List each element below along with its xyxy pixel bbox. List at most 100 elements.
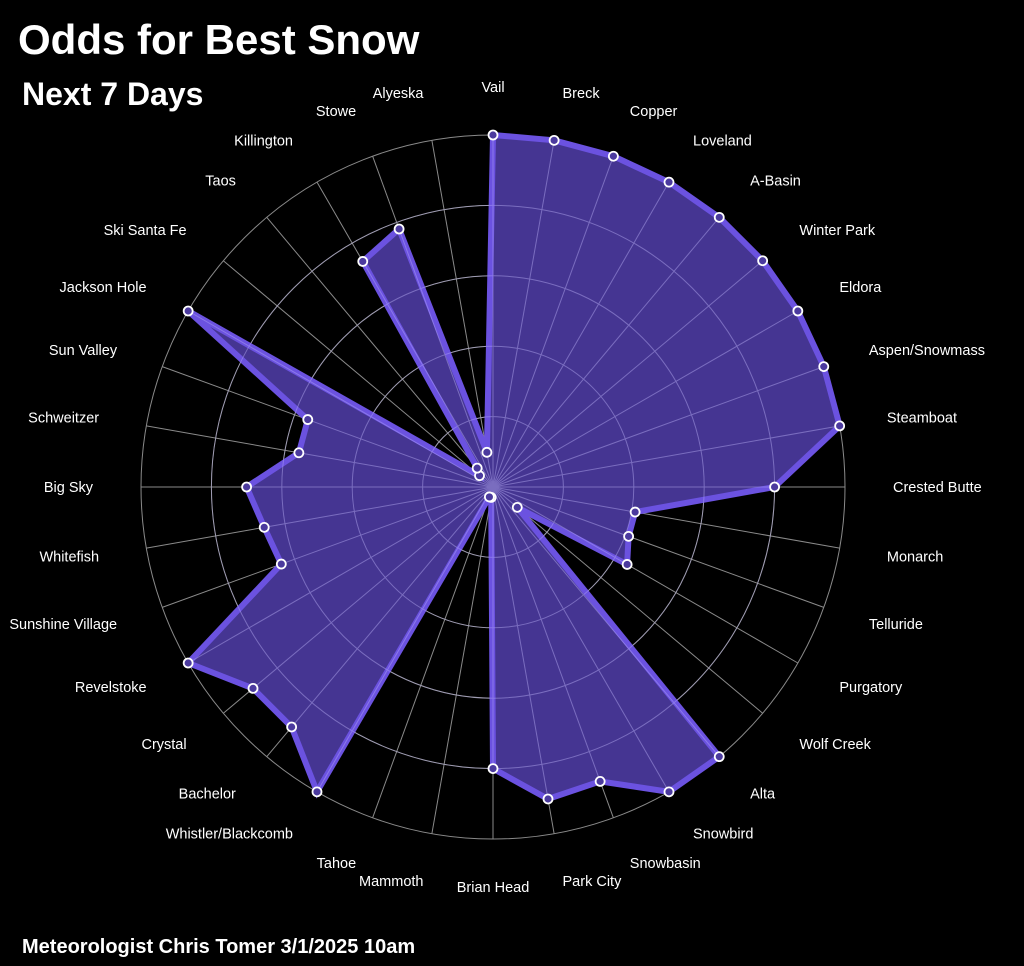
data-point-steamboat — [834, 420, 846, 432]
category-label: Bachelor — [179, 786, 236, 802]
radar-data — [182, 129, 846, 805]
grid-overlay-spoke — [492, 217, 720, 488]
data-point-aspen-snowmass — [818, 361, 830, 373]
grid-overlay-spoke — [492, 260, 763, 488]
grid-overlay-ring — [281, 275, 705, 699]
grid-overlay-spoke — [187, 310, 494, 488]
category-label: Schweitzer — [28, 411, 99, 427]
category-label: Snowbird — [693, 826, 753, 842]
grid-overlay-spoke — [492, 425, 840, 488]
data-point-whitefish — [258, 521, 270, 533]
category-label: Winter Park — [799, 223, 875, 239]
data-point-breck — [548, 134, 560, 146]
chart-subtitle: Next 7 Days — [22, 76, 204, 112]
data-point-bachelor — [286, 721, 298, 733]
data-point-eldora — [792, 305, 804, 317]
category-labels: Vail Breck Copper Loveland A-Basin Winter Par… — [9, 80, 985, 896]
grid-overlay-spoke — [486, 452, 494, 488]
data-point-sun-valley — [302, 414, 314, 425]
category-label: Crystal — [141, 737, 186, 753]
data-point-telluride — [623, 530, 635, 542]
grid-overlay-spoke — [492, 486, 629, 537]
footer-credit: Meteorologist Chris Tomer 3/1/2025 10am — [22, 936, 416, 958]
category-label: Telluride — [869, 617, 923, 633]
grid-overlay-spoke — [492, 181, 670, 488]
grid-overlay-spoke — [362, 261, 494, 488]
category-label: Whitefish — [39, 550, 99, 566]
data-point-revelstoke — [182, 657, 194, 669]
category-label: Alyeska — [373, 86, 425, 102]
category-label: Stowe — [316, 104, 356, 120]
data-point-wolf-creek — [511, 501, 523, 513]
data-point-killington — [357, 256, 369, 267]
category-label: Killington — [234, 134, 293, 150]
grid-overlay-spoke — [492, 156, 614, 488]
grid-overlay-spoke — [492, 486, 720, 757]
data-point-winter-park — [757, 255, 769, 267]
data-point-purgatory — [621, 559, 633, 570]
data-point-big-sky — [241, 481, 253, 493]
grid-spoke — [492, 486, 763, 714]
grid-spoke — [223, 260, 494, 488]
data-point-tahoe — [483, 491, 495, 503]
grid-spoke — [372, 486, 494, 818]
category-label: Sunshine Village — [9, 617, 117, 633]
data-point-snowbird — [663, 786, 675, 798]
category-label: Copper — [630, 104, 678, 120]
category-label: Alta — [750, 786, 776, 802]
category-label: Monarch — [887, 550, 943, 566]
category-label: Revelstoke — [75, 680, 147, 696]
data-point-brian-head — [487, 763, 499, 774]
grid-overlay-spoke — [492, 486, 601, 782]
grid-overlay-spoke — [291, 486, 494, 728]
grid-overlay-spoke — [264, 486, 494, 528]
grid-overlay-ring — [351, 345, 635, 629]
category-label: Big Sky — [44, 480, 94, 496]
data-point-a-basin — [713, 211, 725, 223]
category-label: Loveland — [693, 134, 752, 150]
grid-spoke — [431, 140, 494, 488]
grid-overlay-spoke — [398, 228, 494, 488]
category-label: A-Basin — [750, 174, 801, 190]
data-point-snowbasin — [594, 775, 606, 787]
grid-overlay — [187, 135, 840, 800]
category-label: Ski Santa Fe — [104, 223, 187, 239]
data-point-vail — [487, 129, 499, 141]
grid-overlay-spoke — [252, 486, 494, 689]
grid-spoke — [266, 217, 494, 488]
data-point-park-city — [542, 793, 554, 805]
category-label: Snowbasin — [630, 856, 701, 872]
category-label: Purgatory — [839, 680, 903, 696]
category-label: Tahoe — [317, 856, 357, 872]
data-point-alta — [713, 751, 725, 763]
category-label: Aspen/Snowmass — [869, 343, 985, 359]
category-label: Breck — [563, 86, 601, 102]
data-point-whistler-blackcomb — [311, 786, 323, 798]
grid-overlay-spoke — [298, 452, 494, 488]
data-point-crystal — [247, 682, 259, 694]
grid-overlay-spoke — [492, 366, 824, 488]
grid-overlay-spoke — [492, 486, 549, 800]
grid-overlay-spoke — [492, 486, 670, 793]
grid-overlay-spoke — [492, 486, 628, 565]
data-point-crested-butte — [769, 481, 780, 493]
grid-overlay-spoke — [492, 140, 555, 488]
category-label: Brian Head — [457, 880, 530, 896]
grid-overlay-ring — [422, 416, 564, 558]
category-label: Vail — [481, 80, 504, 96]
category-label: Jackson Hole — [60, 280, 147, 296]
category-label: Eldora — [839, 280, 882, 296]
data-point-taos — [471, 462, 483, 474]
data-point-loveland — [663, 176, 675, 188]
grid-overlay-spoke — [187, 486, 494, 664]
category-label: Crested Butte — [893, 480, 982, 496]
series-polygon — [182, 131, 844, 803]
data-point-stowe — [393, 223, 405, 235]
grid-spoke — [431, 486, 494, 834]
grid-overlay-spoke — [492, 486, 636, 513]
category-label: Steamboat — [887, 411, 957, 427]
category-label: Park City — [563, 874, 623, 890]
category-label: Taos — [205, 174, 236, 190]
category-label: Mammoth — [359, 874, 423, 890]
